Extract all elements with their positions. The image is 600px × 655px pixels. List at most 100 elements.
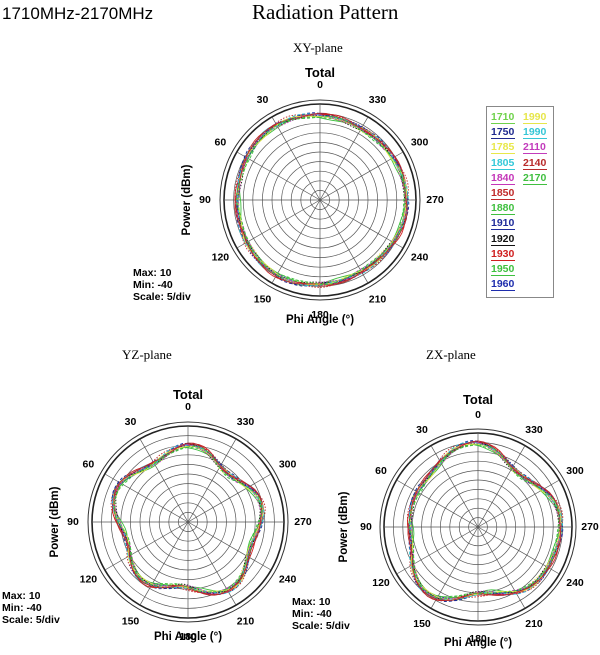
series-trace-2140 [407, 440, 562, 602]
legend-entry-2140: 2140 [523, 156, 547, 169]
xy-scale-label: Scale: 5/div [133, 291, 191, 303]
y-axis-label: Power (dBm) [181, 164, 193, 235]
series-trace-2170 [113, 445, 263, 593]
plot-title: Total [463, 392, 493, 407]
legend-entry-1710: 1710 [491, 111, 515, 123]
polar-plot-xy-plane: 0 30 60 90 120 150 180 210 240 270 300 330 Total Powe… [181, 65, 444, 326]
series-trace-1910 [111, 442, 264, 595]
angle-tick-label: 180 [469, 633, 487, 645]
angle-tick-label: 90 [199, 194, 211, 206]
angle-tick-label: 210 [369, 293, 387, 305]
polar-spoke [319, 151, 404, 201]
yz-min-label: Min: -40 [2, 602, 42, 614]
polar-spoke [187, 521, 272, 571]
xy-max-label: Max: 10 [133, 267, 172, 279]
angle-tick-label: 120 [80, 573, 98, 585]
angle-tick-label: 0 [475, 409, 481, 421]
zx-max-label: Max: 10 [292, 596, 331, 608]
polar-spoke [139, 521, 189, 606]
angle-tick-label: 240 [279, 573, 297, 585]
polar-spoke [319, 199, 404, 249]
legend-entry-1930: 1930 [491, 247, 515, 260]
legend-entry-1750: 1750 [491, 126, 515, 139]
legend-entry-2110: 2110 [523, 141, 546, 154]
angle-tick-label: 90 [67, 516, 79, 528]
legend-swatch-line [491, 123, 515, 124]
series-trace-1950 [112, 446, 262, 593]
yz-max-label: Max: 10 [2, 590, 41, 602]
angle-tick-label: 180 [179, 631, 197, 643]
xy-stats: Max: 10 Min: -40 Scale: 5/div [133, 267, 191, 303]
legend-swatch-line [491, 244, 515, 246]
legend-entry-1990: 1990 [523, 111, 547, 123]
series-trace-1930 [407, 441, 562, 602]
angle-tick-label: 300 [279, 458, 297, 470]
legend-entry-1840: 1840 [491, 171, 515, 184]
angle-tick-label: 330 [369, 94, 387, 106]
angle-tick-label: 240 [566, 577, 584, 589]
yz-scale-label: Scale: 5/div [2, 614, 60, 626]
legend-entry-1920: 1920 [491, 232, 515, 245]
angle-tick-label: 60 [375, 465, 387, 477]
polar-spoke [477, 526, 526, 609]
legend-swatch-line [491, 214, 515, 216]
zx-scale-label: Scale: 5/div [292, 620, 350, 632]
legend-swatch-line [523, 138, 547, 140]
legend-swatch-line [491, 259, 515, 261]
polar-spoke [104, 521, 189, 571]
yz-plane-title: YZ-plane [122, 347, 172, 362]
angle-tick-label: 210 [237, 615, 255, 627]
legend-entry-2170: 2170 [523, 171, 547, 184]
series-trace-2110 [113, 444, 262, 595]
angle-tick-label: 180 [311, 309, 329, 321]
legend-entry-1785: 1785 [491, 141, 515, 154]
polar-spoke [187, 473, 272, 523]
xy-min-label: Min: -40 [133, 279, 173, 291]
legend-entry-1960: 1960 [491, 278, 515, 291]
legend-swatch-line [523, 183, 547, 185]
legend-swatch-line [491, 138, 515, 140]
x-axis-label: Phi Angle (°) [444, 637, 512, 649]
polar-spoke [271, 199, 321, 284]
legend-swatch-line [491, 183, 515, 185]
polar-spoke [271, 116, 321, 201]
y-axis-label: Power (dBm) [338, 491, 350, 562]
angle-tick-label: 270 [426, 194, 444, 206]
frequency-range-title: 1710MHz-2170MHz [2, 4, 154, 23]
polar-outer-ring [379, 428, 577, 626]
polar-outer-ring [219, 99, 421, 301]
x-axis-label: Phi Angle (°) [154, 631, 222, 643]
polar-spoke [430, 445, 479, 528]
polar-spoke [396, 479, 479, 528]
legend-entry-1805: 1805 [491, 156, 515, 169]
legend-swatch-line [491, 290, 515, 292]
legend-swatch-line [523, 123, 547, 124]
angle-tick-label: 270 [581, 521, 599, 533]
legend: 1710 1750 1785 1805 1840 1850 1880 1910 1920 1930… [486, 106, 554, 298]
legend-swatch-line [491, 229, 515, 231]
polar-outer-ring [87, 421, 289, 623]
angle-tick-label: 300 [566, 465, 584, 477]
angle-tick-label: 150 [413, 618, 431, 630]
zx-plane-title: ZX-plane [426, 347, 476, 362]
legend-swatch-line [523, 153, 547, 155]
polar-spoke [187, 438, 237, 523]
angle-tick-label: 330 [237, 416, 255, 428]
plot-title: Total [173, 387, 203, 402]
series-trace-2110 [409, 441, 562, 600]
x-axis-label: Phi Angle (°) [286, 314, 354, 326]
angle-tick-label: 120 [212, 251, 230, 263]
polar-spoke [236, 151, 321, 201]
polar-spoke [477, 479, 560, 528]
main-title: Radiation Pattern [252, 0, 399, 24]
legend-swatch-line [491, 275, 515, 276]
legend-entry-1850: 1850 [491, 187, 515, 199]
legend-entry-1950: 1950 [491, 263, 515, 275]
plot-title: Total [305, 65, 335, 80]
series-trace-2170 [235, 116, 405, 286]
angle-tick-label: 60 [215, 136, 227, 148]
angle-tick-label: 30 [125, 416, 137, 428]
legend-entry-1880: 1880 [491, 202, 515, 215]
series-trace-1785 [237, 115, 406, 284]
